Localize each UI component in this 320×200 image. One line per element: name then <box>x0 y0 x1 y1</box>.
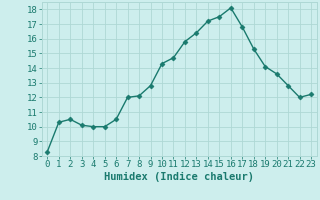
X-axis label: Humidex (Indice chaleur): Humidex (Indice chaleur) <box>104 172 254 182</box>
